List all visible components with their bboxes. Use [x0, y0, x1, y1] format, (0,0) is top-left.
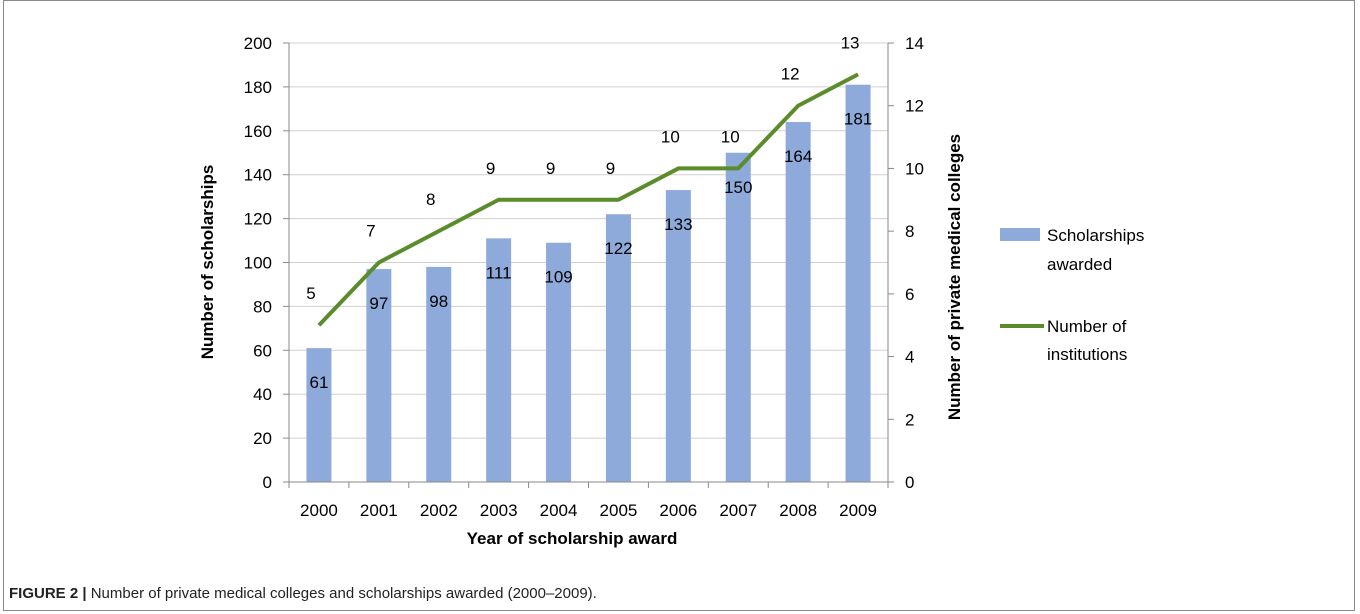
legend-label-institutions-line1: Number of	[1047, 317, 1127, 336]
bar-data-label: 150	[724, 178, 752, 197]
x-tick-label: 2006	[659, 501, 697, 520]
x-tick-label: 2009	[839, 501, 877, 520]
bar	[845, 84, 871, 482]
bar	[785, 122, 811, 483]
x-tick-label: 2000	[300, 501, 338, 520]
y-tick-label: 120	[244, 210, 272, 229]
y2-tick-label: 14	[905, 34, 924, 53]
x-tick-label: 2004	[540, 501, 578, 520]
line-data-label: 7	[366, 222, 375, 241]
line-data-label: 10	[721, 127, 740, 146]
x-tick-label: 2001	[360, 501, 398, 520]
legend-swatch-scholarships	[1000, 228, 1040, 241]
legend: Scholarships awarded Number of instituti…	[1000, 226, 1144, 364]
y2-axis-title: Number of private medical colleges	[945, 134, 964, 420]
x-tick-label: 2005	[600, 501, 638, 520]
y-tick-label: 60	[253, 341, 272, 360]
line-data-label: 12	[781, 65, 800, 84]
y2-tick-label: 8	[905, 222, 914, 241]
x-tick-label: 2003	[480, 501, 518, 520]
bar-data-label: 61	[309, 373, 328, 392]
data-labels: 61 97 98 111 109 122 133 150 164 181 5 7 8 9 9 9 10 10 12 1…	[306, 33, 872, 392]
line-data-label: 8	[426, 190, 435, 209]
y-tick-label: 180	[244, 78, 272, 97]
axes	[283, 42, 894, 488]
y-tick-label: 200	[244, 34, 272, 53]
line-data-label: 13	[841, 33, 860, 52]
y2-tick-label: 2	[905, 410, 914, 429]
bar-data-label: 109	[544, 268, 572, 287]
bar	[665, 190, 691, 482]
y-tick-label: 160	[244, 122, 272, 141]
caption-text: Number of private medical colleges and s…	[90, 585, 597, 602]
x-tick-label: 2008	[779, 501, 817, 520]
bar-data-label: 133	[664, 215, 692, 234]
legend-label-institutions-line2: institutions	[1047, 345, 1127, 364]
bar-data-label: 98	[429, 292, 448, 311]
institutions-line	[317, 72, 859, 327]
bar-data-label: 97	[369, 294, 388, 313]
y-tick-label: 80	[253, 297, 272, 316]
line-data-label: 9	[606, 159, 615, 178]
legend-label-scholarships-line1: Scholarships	[1047, 226, 1144, 245]
y-axis-title: Number of scholarships	[198, 165, 217, 360]
y-tick-label: 20	[253, 429, 272, 448]
y2-tick-label: 10	[905, 159, 924, 178]
bar-data-label: 181	[844, 110, 872, 129]
bar	[605, 214, 631, 482]
tick-labels: 0204060801001201401601802000246810121420…	[244, 34, 924, 520]
x-tick-label: 2002	[420, 501, 458, 520]
bar	[426, 266, 452, 482]
bar-series	[306, 84, 871, 483]
y-tick-label: 140	[244, 166, 272, 185]
bar	[306, 348, 332, 482]
line-data-label: 9	[486, 159, 495, 178]
line-data-label: 10	[661, 127, 680, 146]
y2-tick-label: 6	[905, 285, 914, 304]
bar-data-label: 111	[486, 263, 512, 282]
y-tick-label: 100	[244, 254, 272, 273]
bar-data-label: 164	[784, 147, 812, 166]
y-tick-label: 0	[263, 473, 272, 492]
figure-caption: FIGURE 2 | Number of private medical col…	[9, 585, 597, 602]
caption-lead: FIGURE 2 |	[9, 585, 87, 602]
bar	[366, 269, 392, 482]
legend-label-scholarships-line2: awarded	[1047, 255, 1112, 274]
bar	[486, 238, 512, 482]
y-tick-label: 40	[253, 385, 272, 404]
x-tick-label: 2007	[719, 501, 757, 520]
line-series	[317, 72, 859, 327]
line-data-label: 9	[546, 159, 555, 178]
y2-tick-label: 0	[905, 473, 914, 492]
bar	[546, 242, 572, 482]
line-data-label: 5	[306, 284, 315, 303]
y2-tick-label: 4	[905, 348, 914, 367]
bar	[725, 152, 751, 482]
bar-data-label: 122	[604, 239, 632, 258]
x-axis-title: Year of scholarship award	[467, 529, 678, 548]
y2-tick-label: 12	[905, 97, 924, 116]
